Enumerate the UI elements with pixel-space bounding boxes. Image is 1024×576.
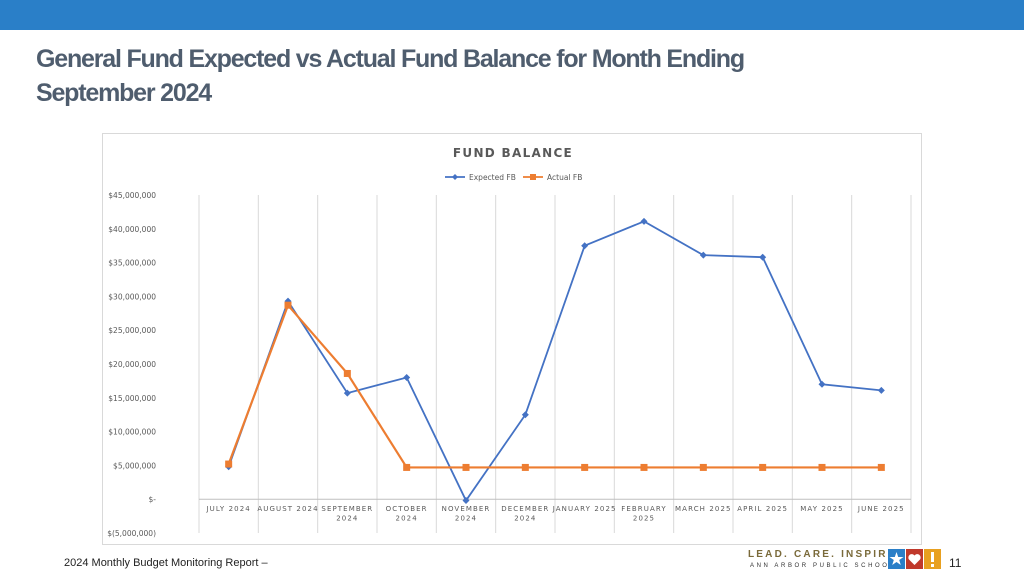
x-tick-label: 2024 bbox=[455, 515, 477, 523]
y-tick-label: $20,000,000 bbox=[108, 360, 156, 369]
actual-point bbox=[462, 463, 470, 471]
x-tick-label: 2024 bbox=[514, 515, 536, 523]
x-tick-label: JUNE 2025 bbox=[857, 505, 905, 513]
expected-point bbox=[581, 242, 589, 250]
chart-frame: FUND BALANCE Expected FB Actual FB $45,00… bbox=[102, 133, 922, 545]
legend-label: Expected FB bbox=[469, 173, 516, 182]
y-tick-label: $10,000,000 bbox=[108, 428, 156, 437]
logo-org-name: ANN ARBOR PUBLIC SCHOOLS bbox=[750, 563, 903, 569]
fund-balance-chart: FUND BALANCE Expected FB Actual FB $45,00… bbox=[107, 146, 912, 538]
slide-title: General Fund Expected vs Actual Fund Bal… bbox=[36, 45, 745, 107]
expected-point bbox=[403, 374, 411, 382]
exclamation-icon-dot bbox=[931, 564, 934, 567]
actual-point bbox=[521, 463, 529, 471]
chart-title: FUND BALANCE bbox=[453, 146, 573, 160]
x-tick-label: DECEMBER bbox=[501, 505, 549, 513]
series-line-expected bbox=[227, 220, 882, 503]
logo-tagline: LEAD. CARE. INSPIRE. bbox=[748, 549, 902, 560]
legend-label: Actual FB bbox=[547, 173, 582, 182]
expected-point bbox=[521, 411, 529, 419]
chart-grid bbox=[198, 195, 912, 533]
series-line-actual bbox=[227, 303, 882, 469]
aaps-logo: LEAD. CARE. INSPIRE. ANN ARBOR PUBLIC SC… bbox=[748, 549, 943, 573]
x-tick-label: JANUARY 2025 bbox=[552, 505, 617, 513]
actual-point bbox=[581, 463, 589, 471]
x-tick-label: AUGUST 2024 bbox=[257, 505, 318, 513]
actual-point bbox=[284, 301, 292, 309]
chart-legend: Expected FB Actual FB bbox=[445, 173, 582, 182]
actual-point bbox=[759, 463, 767, 471]
x-tick-label: FEBRUARY bbox=[621, 505, 667, 513]
expected-point bbox=[343, 389, 351, 397]
actual-point bbox=[343, 369, 351, 377]
expected-point bbox=[699, 251, 707, 259]
legend-marker bbox=[452, 174, 458, 180]
x-tick-label: NOVEMBER bbox=[442, 505, 491, 513]
y-tick-label: $40,000,000 bbox=[108, 225, 156, 234]
x-axis: JULY 2024 AUGUST 2024 SEPTEMBER 2024 OCTOBER… bbox=[205, 505, 905, 523]
actual-point bbox=[225, 460, 233, 468]
star-icon-shape bbox=[889, 552, 904, 565]
expected-point bbox=[284, 297, 292, 305]
y-tick-label: $- bbox=[149, 495, 157, 504]
x-tick-label: 2025 bbox=[633, 515, 655, 523]
x-tick-label: SEPTEMBER bbox=[321, 505, 373, 513]
y-tick-label: $30,000,000 bbox=[108, 292, 156, 301]
x-tick-label: MAY 2025 bbox=[800, 505, 843, 513]
x-tick-label: MARCH 2025 bbox=[675, 505, 732, 513]
expected-point bbox=[877, 386, 885, 394]
expected-point bbox=[818, 380, 826, 388]
x-tick-label: 2024 bbox=[336, 515, 358, 523]
footer-report-name: 2024 Monthly Budget Monitoring Report – bbox=[64, 557, 268, 569]
top-banner bbox=[0, 0, 1024, 30]
page-number: 11 bbox=[949, 556, 962, 570]
legend-marker bbox=[530, 174, 536, 180]
exclamation-icon-bar bbox=[931, 552, 934, 562]
y-tick-label: $(5,000,000) bbox=[107, 529, 156, 538]
logo-icons bbox=[888, 549, 941, 569]
actual-point bbox=[640, 463, 648, 471]
actual-point bbox=[699, 463, 707, 471]
x-tick-label: APRIL 2025 bbox=[737, 505, 788, 513]
y-tick-label: $25,000,000 bbox=[108, 326, 156, 335]
y-tick-label: $5,000,000 bbox=[113, 461, 156, 470]
series-layer bbox=[225, 217, 885, 505]
x-tick-label: 2024 bbox=[396, 515, 418, 523]
expected-point bbox=[462, 497, 470, 505]
y-axis: $45,000,000 $40,000,000 $35,000,000 $30,000… bbox=[107, 191, 156, 538]
expected-point bbox=[640, 217, 648, 225]
y-tick-label: $35,000,000 bbox=[108, 259, 156, 268]
actual-point bbox=[877, 463, 885, 471]
expected-point bbox=[759, 253, 767, 261]
actual-point bbox=[403, 463, 411, 471]
y-tick-label: $15,000,000 bbox=[108, 394, 156, 403]
x-tick-label: JULY 2024 bbox=[205, 505, 250, 513]
x-tick-label: OCTOBER bbox=[386, 505, 428, 513]
y-tick-label: $45,000,000 bbox=[108, 191, 156, 200]
actual-point bbox=[818, 463, 826, 471]
heart-icon-shape bbox=[908, 554, 921, 565]
